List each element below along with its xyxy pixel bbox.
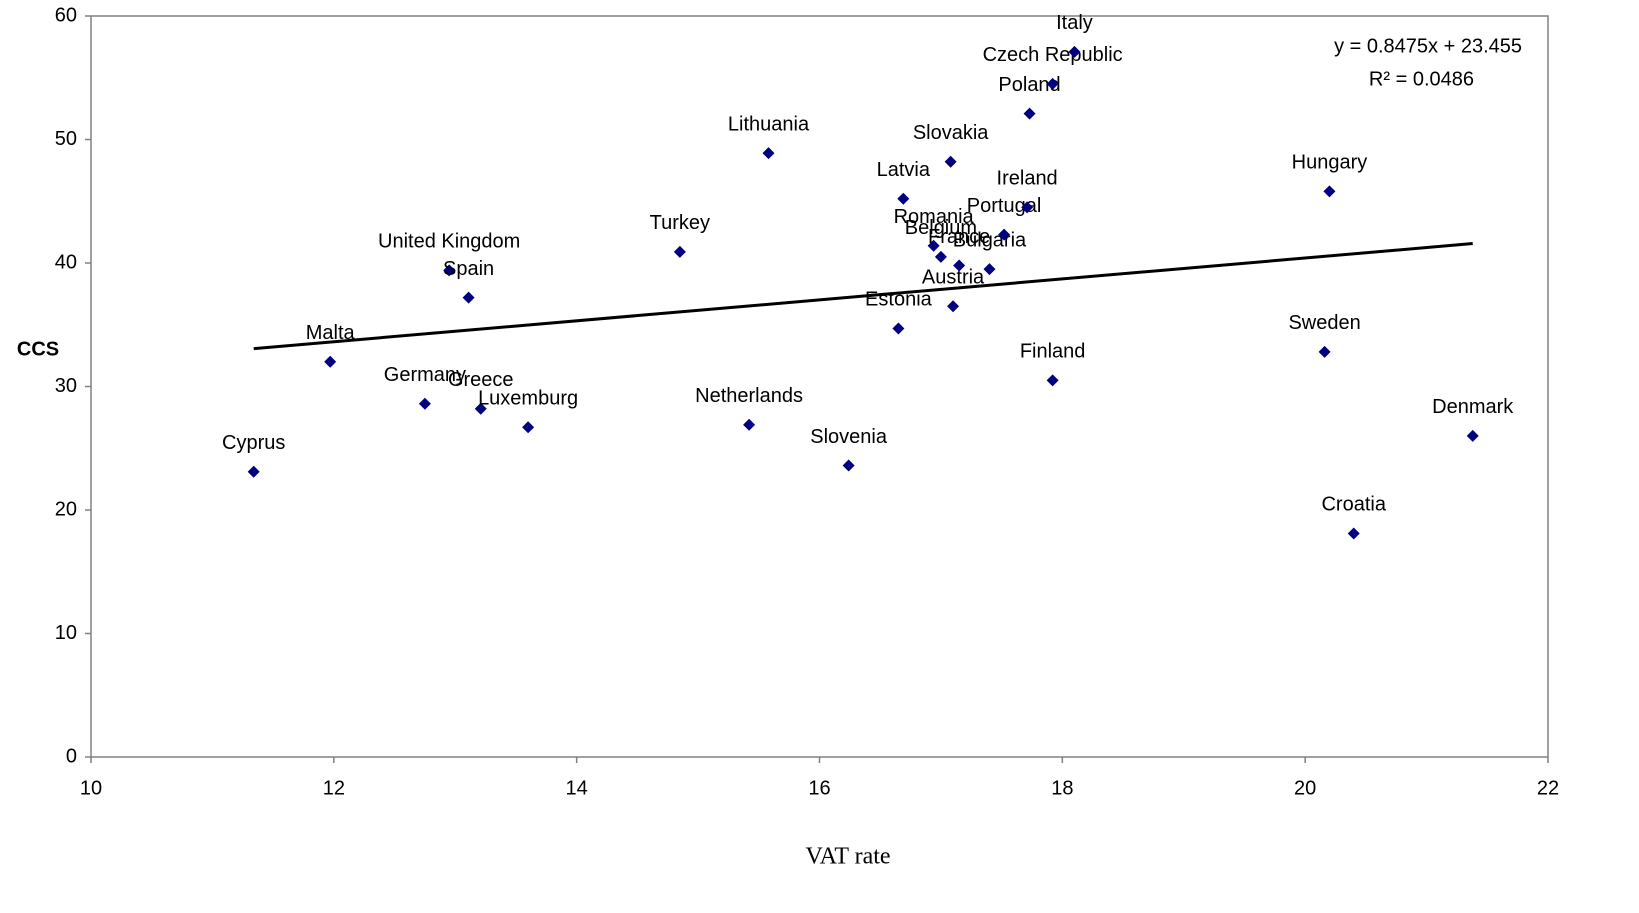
trendline-equation: y = 0.8475x + 23.455 (1334, 35, 1522, 57)
point-label: Germany (384, 364, 466, 386)
point-label: Cyprus (222, 432, 285, 454)
x-tick-label: 10 (80, 777, 102, 799)
point-label: Turkey (650, 212, 710, 234)
y-tick-label: 10 (55, 622, 77, 644)
point-label: Malta (306, 322, 356, 344)
point (324, 355, 337, 368)
point (1323, 185, 1336, 198)
point-label: Netherlands (695, 385, 803, 407)
point (998, 228, 1011, 241)
point (947, 300, 960, 313)
trendline-r-squared: R² = 0.0486 (1369, 68, 1474, 90)
point (418, 397, 431, 410)
point-label: Luxemburg (478, 388, 578, 410)
point-label: Lithuania (728, 113, 810, 135)
point (934, 250, 947, 263)
point (1466, 429, 1479, 442)
point-label: Sweden (1288, 312, 1360, 334)
point-label: Finland (1020, 341, 1086, 363)
x-tick-label: 12 (323, 777, 345, 799)
point-label: Slovenia (810, 426, 888, 448)
point-label: Poland (998, 74, 1060, 96)
point (944, 155, 957, 168)
point-label: Italy (1056, 12, 1093, 34)
point-label: Ireland (997, 168, 1058, 190)
point-label: Greece (448, 369, 514, 391)
point-label: Croatia (1321, 494, 1386, 516)
point (762, 147, 775, 160)
point (983, 263, 996, 276)
point (443, 264, 456, 277)
point (247, 465, 260, 478)
point-label: United Kingdom (378, 231, 520, 253)
y-tick-label: 40 (55, 251, 77, 273)
point (927, 239, 940, 252)
point (474, 402, 487, 415)
point-label: Latvia (877, 159, 931, 181)
point (1023, 107, 1036, 120)
y-tick-label: 60 (55, 4, 77, 26)
y-tick-label: 30 (55, 375, 77, 397)
x-tick-label: 22 (1537, 777, 1559, 799)
y-tick-label: 20 (55, 498, 77, 520)
x-tick-label: 20 (1294, 777, 1316, 799)
point (1068, 45, 1081, 58)
point-label: Spain (443, 258, 494, 280)
point-label: Belgium (905, 217, 977, 239)
point-label: Portugal (967, 195, 1042, 217)
point (892, 322, 905, 335)
point-label: Denmark (1432, 396, 1514, 418)
x-axis-label: VAT rate (805, 844, 890, 870)
point-label: Estonia (865, 289, 933, 311)
plot-frame (90, 15, 1549, 758)
point-label: Austria (922, 267, 985, 289)
point-label: France (928, 226, 990, 248)
point (522, 421, 535, 434)
point (1318, 345, 1331, 358)
point (462, 291, 475, 304)
y-tick-label: 0 (66, 745, 77, 767)
x-tick-label: 14 (566, 777, 588, 799)
point (1046, 374, 1059, 387)
y-tick-label: 50 (55, 128, 77, 150)
point (1046, 77, 1059, 90)
point (673, 245, 686, 258)
point (842, 459, 855, 472)
x-tick-label: 16 (808, 777, 830, 799)
point-label: Czech Republic (983, 44, 1123, 66)
x-tick-label: 18 (1051, 777, 1073, 799)
point (1347, 527, 1360, 540)
trendline (253, 242, 1473, 351)
point (897, 192, 910, 205)
point-label: Bulgaria (953, 229, 1027, 251)
point (743, 418, 756, 431)
y-axis-label: CCS (17, 338, 59, 360)
point (1021, 201, 1034, 214)
point-label: Hungary (1292, 152, 1368, 174)
point (953, 259, 966, 272)
point-label: Slovakia (913, 122, 989, 144)
point-label: Romania (894, 206, 975, 228)
